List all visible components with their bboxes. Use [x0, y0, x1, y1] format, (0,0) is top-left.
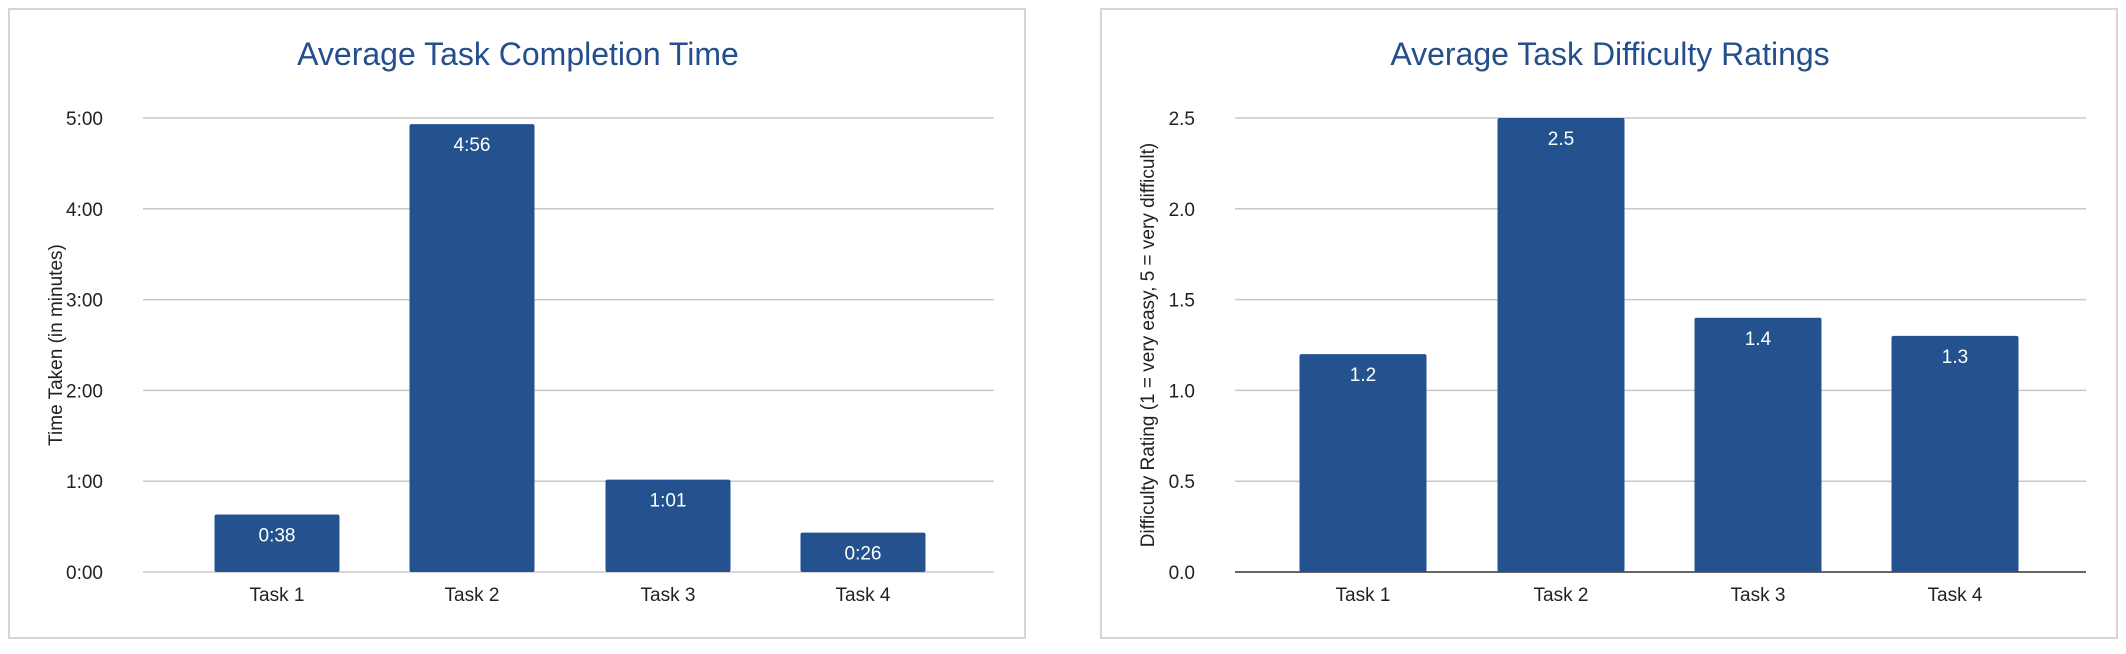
x-category-label: Task 4 — [1928, 585, 1983, 606]
y-tick-label: 0.5 — [1169, 472, 1195, 493]
bar — [800, 532, 926, 572]
bar-data-label: 1.2 — [1350, 365, 1376, 386]
y-tick-label: 4:00 — [66, 200, 103, 221]
x-category-label: Task 3 — [641, 585, 696, 606]
x-category-label: Task 2 — [1534, 585, 1589, 606]
bar — [1497, 118, 1625, 572]
bar-data-label: 2.5 — [1548, 129, 1574, 150]
x-category-label: Task 4 — [836, 585, 891, 606]
x-category-label: Task 1 — [1336, 585, 1391, 606]
bar-data-label: 1.3 — [1942, 347, 1968, 368]
difficulty-rating-chart: Average Task Difficulty Ratings 0.0 0.5 1.0… — [1138, 36, 2086, 606]
bar-data-label: 1:01 — [650, 491, 687, 512]
y-tick-label: 0:00 — [66, 563, 103, 584]
bar — [1891, 335, 2019, 572]
completion-time-chart-panel: Average Task Completion Time 0:00 1:00 2:00… — [8, 8, 1026, 639]
bar — [605, 479, 731, 572]
bar-data-label: 0:38 — [259, 526, 296, 547]
y-axis-title: Time Taken (in minutes) — [46, 244, 67, 446]
y-tick-label: 1:00 — [66, 472, 103, 493]
y-tick-label: 1.5 — [1169, 291, 1195, 312]
completion-time-chart: Average Task Completion Time 0:00 1:00 2:00… — [46, 36, 994, 606]
x-category-label: Task 1 — [250, 585, 305, 606]
y-tick-label: 2:00 — [66, 381, 103, 402]
x-category-label: Task 3 — [1731, 585, 1786, 606]
y-tick-label: 1.0 — [1169, 381, 1195, 402]
bar-data-label: 1.4 — [1745, 329, 1772, 350]
y-axis-title: Difficulty Rating (1 = very easy, 5 = ve… — [1138, 143, 1159, 547]
bar — [1694, 317, 1822, 572]
x-category-label: Task 2 — [445, 585, 500, 606]
bar — [1299, 354, 1427, 572]
bar — [409, 124, 535, 572]
y-tick-label: 0.0 — [1169, 563, 1195, 584]
bar-data-label: 0:26 — [845, 544, 882, 565]
y-tick-label: 3:00 — [66, 291, 103, 312]
bar — [214, 514, 340, 572]
bar-data-label: 4:56 — [454, 135, 491, 156]
difficulty-rating-chart-panel: Average Task Difficulty Ratings 0.0 0.5 1.0… — [1100, 8, 2118, 639]
chart-title: Average Task Difficulty Ratings — [1390, 36, 1829, 72]
y-tick-label: 2.5 — [1169, 109, 1195, 130]
y-tick-label: 5:00 — [66, 109, 103, 130]
y-tick-label: 2.0 — [1169, 200, 1195, 221]
chart-title: Average Task Completion Time — [297, 36, 739, 72]
